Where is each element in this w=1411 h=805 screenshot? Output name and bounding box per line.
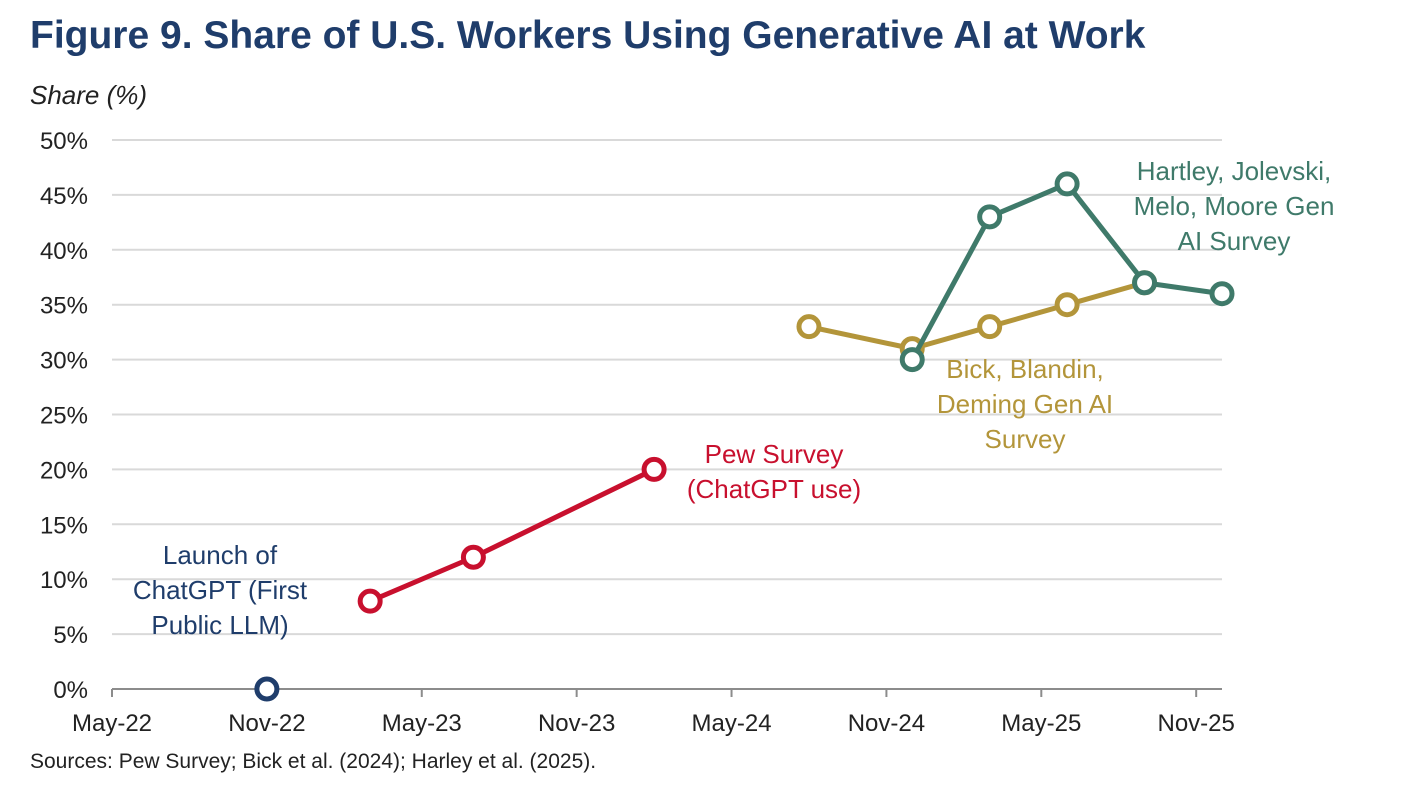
- annotation-line: Survey: [985, 424, 1066, 454]
- pew-survey-chatgpt-use-point: [357, 588, 383, 614]
- x-tick-label: Nov-22: [228, 710, 305, 737]
- y-tick-label: 30%: [40, 348, 88, 375]
- pew-survey-chatgpt-use-point: [460, 544, 486, 570]
- annotation-line: Hartley, Jolevski,: [1137, 156, 1332, 186]
- x-tick-label: May-25: [1001, 710, 1081, 737]
- launch-of-chatgpt-first-public-llm-annotation: Launch of ChatGPT (First Public LLM): [133, 540, 308, 640]
- y-axis-label: Share (%): [30, 80, 148, 110]
- annotation-line: Bick, Blandin,: [946, 354, 1104, 384]
- bick-blandin-deming-gen-ai-survey-point: [1054, 292, 1080, 318]
- y-tick-label: 45%: [40, 183, 88, 210]
- annotation-line: Melo, Moore Gen: [1134, 191, 1335, 221]
- y-tick-label: 35%: [40, 293, 88, 320]
- pew-survey-chatgpt-use-line: [367, 466, 657, 604]
- annotation-line: Pew Survey: [705, 439, 844, 469]
- y-tick-label: 40%: [40, 238, 88, 265]
- x-tick-label: May-24: [692, 710, 772, 737]
- bick-blandin-deming-gen-ai-survey-point: [796, 314, 822, 340]
- x-tick-label: Nov-24: [848, 710, 925, 737]
- y-tick-label: 20%: [40, 457, 88, 484]
- hartley-jolevski-melo-moore-gen-ai-survey-point: [1209, 281, 1235, 307]
- bick-blandin-deming-gen-ai-survey-line: [806, 280, 1148, 352]
- pew-survey-chatgpt-use-point: [641, 456, 667, 482]
- annotation-line: Public LLM): [151, 610, 288, 640]
- pew-survey-chatgpt-use-annotation: Pew Survey (ChatGPT use): [687, 439, 861, 504]
- annotation-line: Deming Gen AI: [937, 389, 1113, 419]
- hartley-jolevski-melo-moore-gen-ai-survey-point: [977, 204, 1003, 230]
- hartley-jolevski-melo-moore-gen-ai-survey-point: [1054, 171, 1080, 197]
- x-tick-label: Nov-23: [538, 710, 615, 737]
- x-tick-label: May-23: [382, 710, 462, 737]
- y-tick-label: 0%: [53, 677, 88, 704]
- bick-blandin-deming-gen-ai-survey-point: [977, 314, 1003, 340]
- x-tick-label: Nov-25: [1157, 710, 1234, 737]
- y-tick-label: 50%: [40, 128, 88, 155]
- y-tick-label: 25%: [40, 403, 88, 430]
- hartley-jolevski-melo-moore-gen-ai-survey-annotation: Hartley, Jolevski, Melo, Moore Gen AI Surv…: [1134, 156, 1335, 256]
- y-tick-label: 10%: [40, 567, 88, 594]
- y-tick-label: 15%: [40, 512, 88, 539]
- hartley-jolevski-melo-moore-gen-ai-survey-point: [899, 347, 925, 373]
- chart-title: Figure 9. Share of U.S. Workers Using Ge…: [30, 14, 1146, 57]
- annotation-line: AI Survey: [1178, 226, 1291, 256]
- annotation-line: Launch of: [163, 540, 278, 570]
- annotation-line: ChatGPT (First: [133, 575, 308, 605]
- hartley-jolevski-melo-moore-gen-ai-survey-point: [1132, 270, 1158, 296]
- annotation-line: (ChatGPT use): [687, 474, 861, 504]
- launch-of-chatgpt-first-public-llm-point: [254, 676, 280, 702]
- bick-blandin-deming-gen-ai-survey-annotation: Bick, Blandin, Deming Gen AI Survey: [937, 354, 1113, 454]
- x-tick-label: May-22: [72, 710, 152, 737]
- y-tick-label: 5%: [53, 622, 88, 649]
- source-note: Sources: Pew Survey; Bick et al. (2024);…: [30, 750, 597, 773]
